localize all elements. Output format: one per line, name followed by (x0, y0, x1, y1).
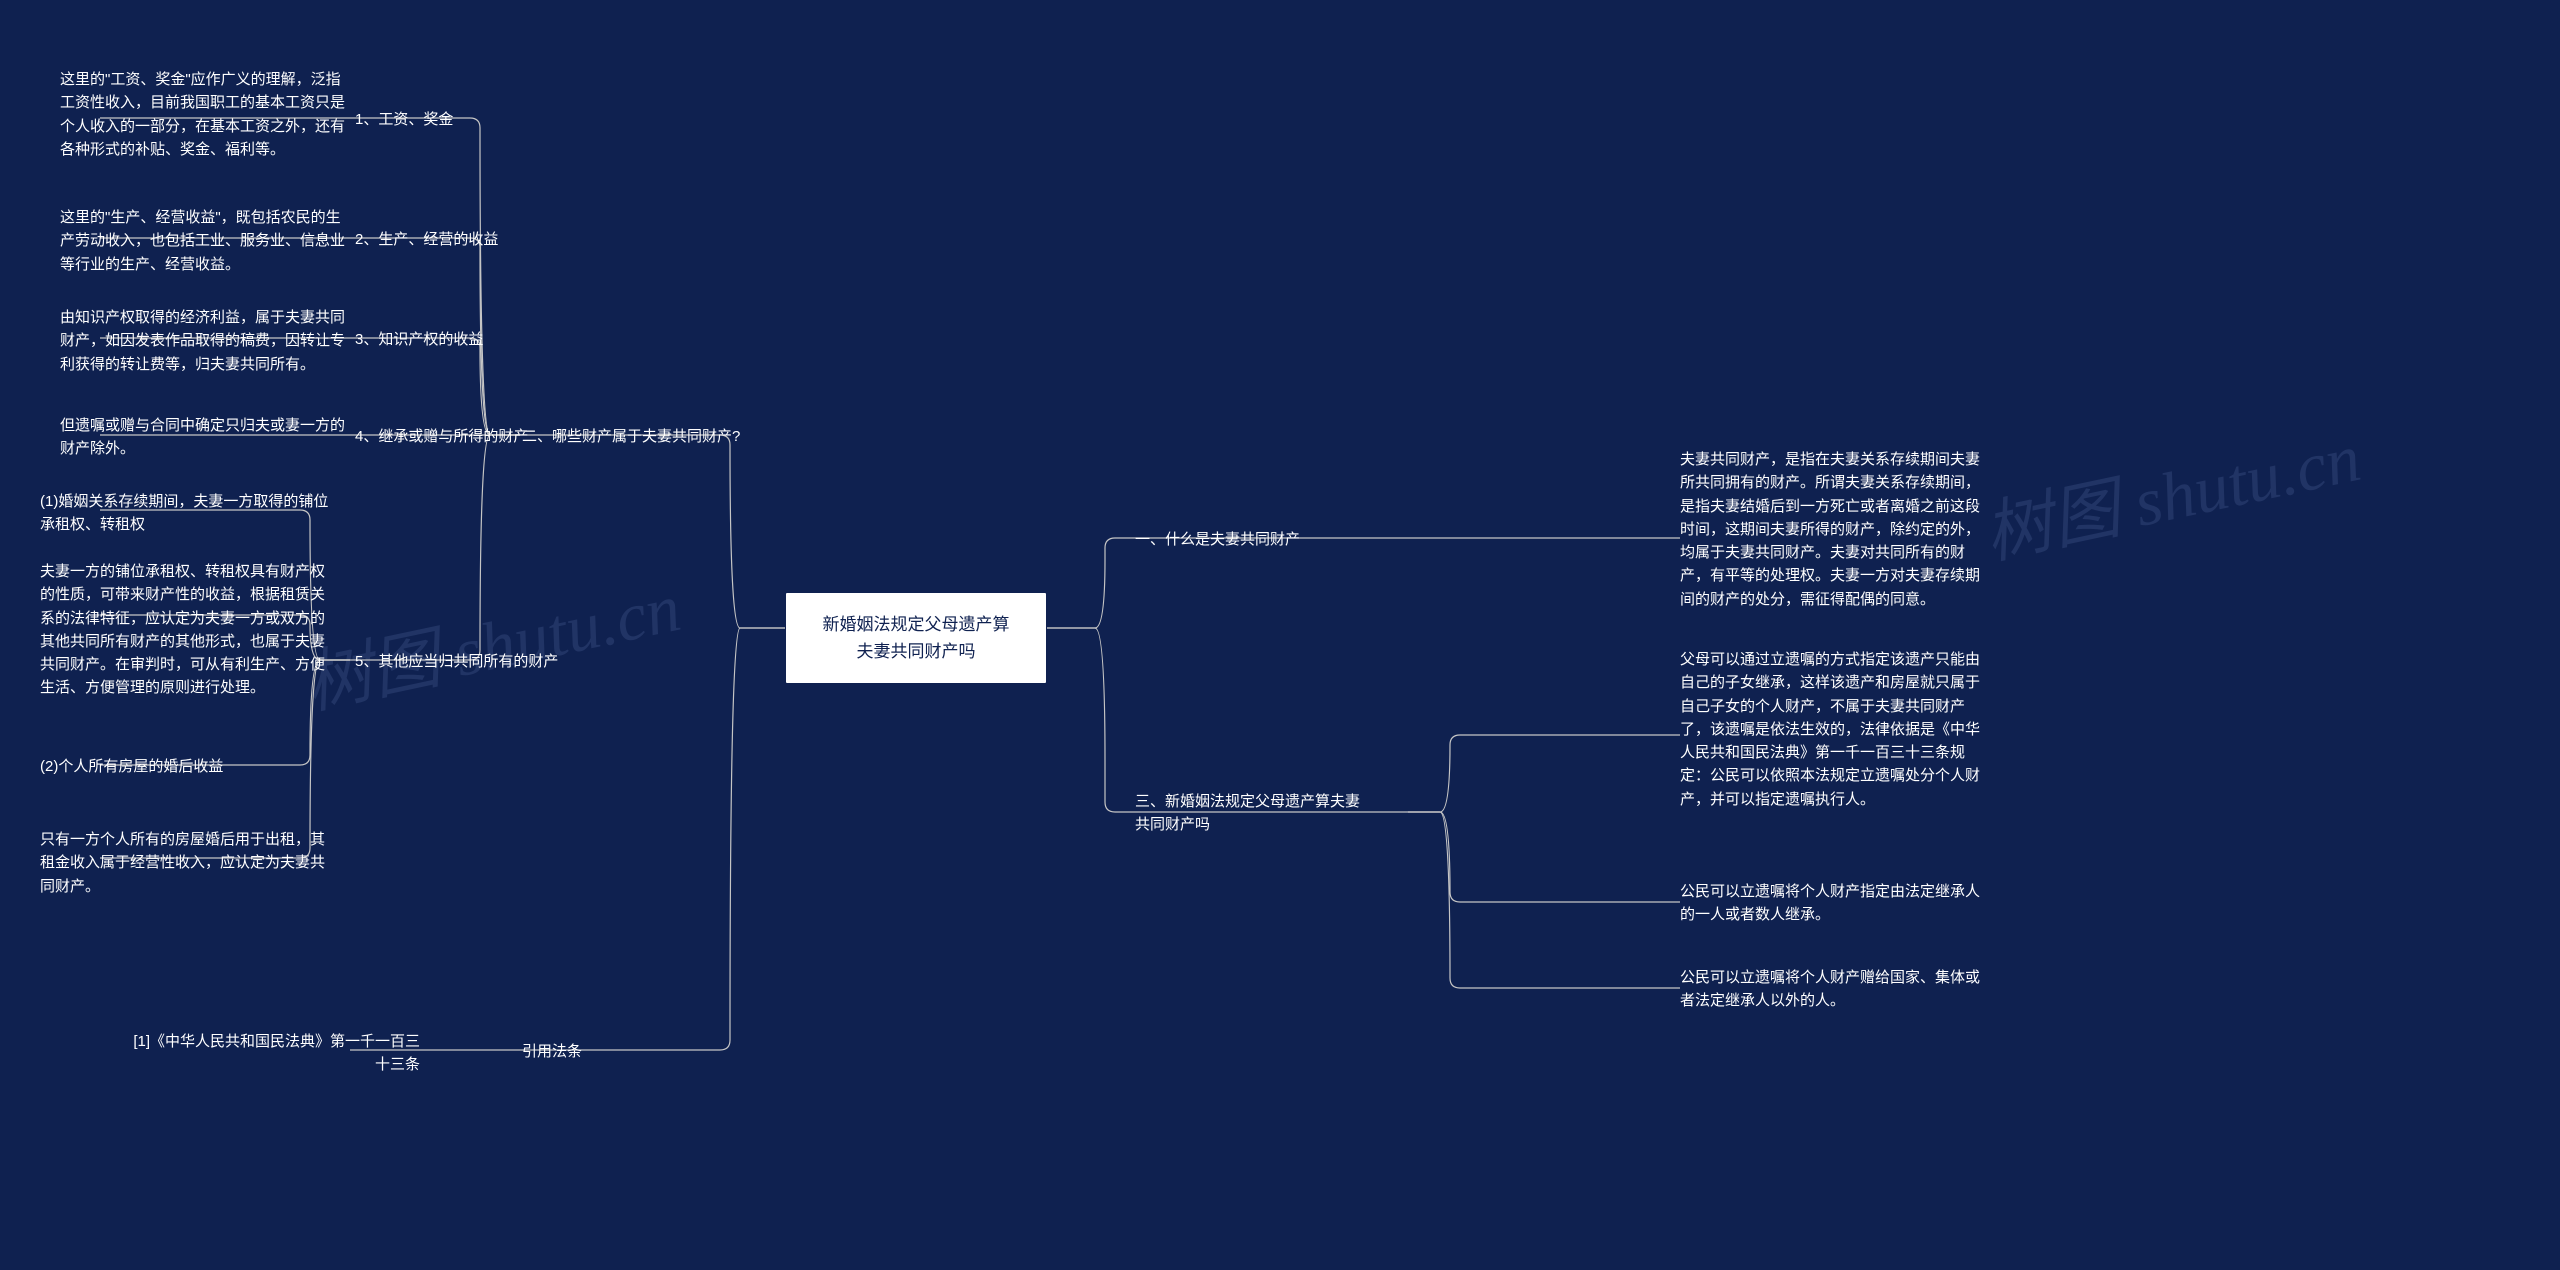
cite-detail: [1]《中华人民共和国民法典》第一千一百三十三条 (120, 1030, 420, 1077)
b2-c4-detail: 但遗嘱或赠与合同中确定只归夫或妻一方的财产除外。 (60, 414, 345, 461)
branch-3-label: 三、新婚姻法规定父母遗产算夫妻 共同财产吗 (1135, 790, 1415, 837)
watermark: 树图 shutu.cn (294, 551, 688, 727)
watermark: 树图 shutu.cn (1974, 401, 2368, 577)
b2-c1-detail: 这里的"工资、奖金"应作广义的理解，泛指工资性收入，目前我国职工的基本工资只是个… (60, 68, 345, 161)
b2-c5-s4: 只有一方个人所有的房屋婚后用于出租，其租金收入属于经营性收入，应认定为夫妻共同财… (40, 828, 335, 898)
b2-c4-label: 4、继承或赠与所得的财产 (355, 425, 528, 448)
branch-3-detail-2: 公民可以立遗嘱将个人财产指定由法定继承人的一人或者数人继承。 (1680, 880, 1990, 927)
branch-3-detail-3: 公民可以立遗嘱将个人财产赠给国家、集体或者法定继承人以外的人。 (1680, 966, 1990, 1013)
b2-c1-label: 1、工资、奖金 (355, 108, 453, 131)
b2-c2-label: 2、生产、经营的收益 (355, 228, 498, 251)
branch-2-label: 二、哪些财产属于夫妻共同财产? (522, 425, 740, 448)
branch-3-detail-1: 父母可以通过立遗嘱的方式指定该遗产只能由自己的子女继承，这样该遗产和房屋就只属于… (1680, 648, 1990, 811)
b2-c2-detail: 这里的"生产、经营收益"，既包括农民的生产劳动收入，也包括工业、服务业、信息业等… (60, 206, 345, 276)
branch-1-detail: 夫妻共同财产，是指在夫妻关系存续期间夫妻所共同拥有的财产。所谓夫妻关系存续期间，… (1680, 448, 1990, 611)
root-node: 新婚姻法规定父母遗产算 夫妻共同财产吗 (785, 592, 1047, 684)
root-line2: 夫妻共同财产吗 (808, 638, 1024, 665)
b2-c3-detail: 由知识产权取得的经济利益，属于夫妻共同财产，如因发表作品取得的稿费，因转让专利获… (60, 306, 345, 376)
b2-c5-s2: 夫妻一方的铺位承租权、转租权具有财产权的性质，可带来财产性的收益，根据租赁关系的… (40, 560, 335, 700)
b2-c3-label: 3、知识产权的收益 (355, 328, 483, 351)
b2-c5-s1: (1)婚姻关系存续期间，夫妻一方取得的铺位承租权、转租权 (40, 490, 335, 537)
cite-label: 引用法条 (522, 1040, 582, 1063)
branch-1-label: 一、什么是夫妻共同财产 (1135, 528, 1300, 551)
root-line1: 新婚姻法规定父母遗产算 (808, 611, 1024, 638)
connectors (0, 0, 2560, 1270)
b2-c5-s3: (2)个人所有房屋的婚后收益 (40, 755, 335, 778)
b2-c5-label: 5、其他应当归共同所有的财产 (355, 650, 558, 673)
